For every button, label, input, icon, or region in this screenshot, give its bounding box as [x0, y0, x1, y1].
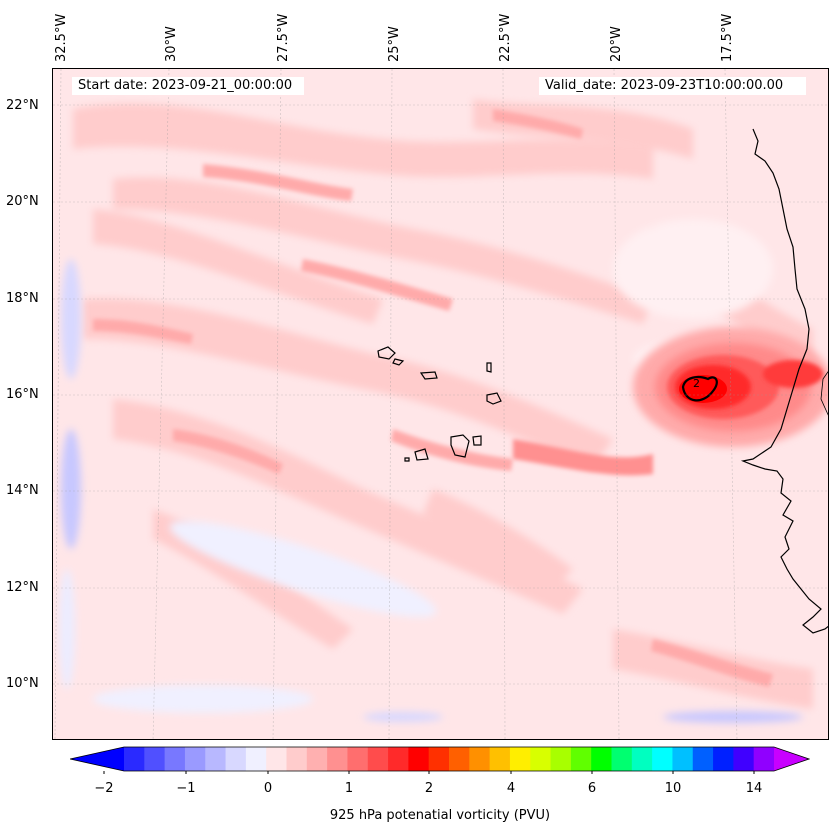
lat-label-22n: 22°N: [6, 98, 39, 113]
colorbar-segment: [591, 747, 612, 771]
cb-tick-minus2: −2: [94, 781, 114, 796]
colorbar-segment: [428, 747, 450, 771]
cb-tick-10: 10: [664, 781, 682, 796]
coast-detail: [820, 371, 828, 416]
colorbar-segment: [388, 747, 409, 771]
colorbar-segment: [631, 747, 653, 771]
colorbar-outline: [70, 746, 810, 772]
cb-tick-1: 1: [344, 781, 354, 796]
lon-label-25w: 25°W: [387, 26, 402, 62]
lon-label-22-5w: 22.5°W: [498, 13, 513, 62]
cb-tick-minus1: −1: [176, 781, 196, 796]
colorbar-segment: [611, 747, 633, 771]
colorbar-segment: [124, 747, 145, 771]
cb-tick-2: 2: [424, 781, 434, 796]
colorbar-title: 925 hPa potenatial vorticity (PVU): [329, 808, 551, 823]
colorbar-segment: [347, 747, 369, 771]
cb-tick-14: 14: [745, 781, 763, 796]
pv-streaks: [93, 109, 773, 687]
cape-verde-islands: [377, 346, 502, 462]
colorbar-segment: [225, 747, 247, 771]
colorbar-segment: [327, 747, 348, 771]
colorbar-segment: [245, 747, 267, 771]
colorbar-segment: [672, 747, 694, 771]
colorbar-segment: [509, 747, 531, 771]
start-date-label: Start date: 2023-09-21_00:00:00: [72, 77, 304, 95]
colorbar-segment: [753, 747, 775, 771]
colorbar-segment: [692, 747, 714, 771]
lat-label-12n: 12°N: [6, 580, 39, 595]
colorbar-segment: [306, 747, 328, 771]
africa-coastline: [740, 128, 828, 634]
cb-tick-0: 0: [263, 781, 273, 796]
contour-label: 2: [693, 377, 700, 390]
cb-tick-4: 4: [506, 781, 516, 796]
lat-label-14n: 14°N: [6, 483, 39, 498]
colorbar-segment: [449, 747, 470, 771]
colorbar-segment: [489, 747, 511, 771]
colorbar-segment: [184, 747, 206, 771]
colorbar-segment: [367, 747, 389, 771]
colorbar-segment: [652, 747, 673, 771]
colorbar-segment: [469, 747, 491, 771]
lon-label-32-5w: 32.5°W: [54, 13, 69, 62]
pv-contour-2: [681, 376, 718, 402]
colorbar-extend-max: [774, 747, 809, 771]
colorbar-segment: [205, 747, 227, 771]
pv-maximum: 2: [513, 327, 828, 476]
colorbar-segment: [408, 747, 430, 771]
colorbar-segment: [164, 747, 186, 771]
lon-label-20w: 20°W: [609, 26, 624, 62]
colorbar-segment: [530, 747, 552, 771]
colorbar-segment: [713, 747, 734, 771]
colorbar-segment: [144, 747, 166, 771]
cb-tick-6: 6: [587, 781, 597, 796]
colorbar-segment: [266, 747, 287, 771]
colorbar-extend-min: [70, 747, 124, 771]
lat-label-18n: 18°N: [6, 291, 39, 306]
pv-low-patches: [59, 219, 803, 723]
colorbar-segments: [70, 746, 810, 774]
lon-label-17-5w: 17.5°W: [720, 13, 735, 62]
map-panel: 2: [52, 68, 829, 740]
gridlines: [53, 69, 828, 739]
colorbar: [70, 746, 810, 774]
colorbar-segment: [733, 747, 755, 771]
valid-date-label: Valid_date: 2023-09-23T10:00:00.00: [539, 77, 806, 95]
colorbar-segment: [550, 747, 572, 771]
lon-label-30w: 30°W: [164, 26, 179, 62]
lat-label-10n: 10°N: [6, 676, 39, 691]
pv-field: 2: [53, 69, 828, 739]
lon-label-27-5w: 27.5°W: [276, 13, 291, 62]
lat-label-20n: 20°N: [6, 194, 39, 209]
lat-label-16n: 16°N: [6, 387, 39, 402]
colorbar-segment: [570, 747, 592, 771]
colorbar-segment: [286, 747, 308, 771]
